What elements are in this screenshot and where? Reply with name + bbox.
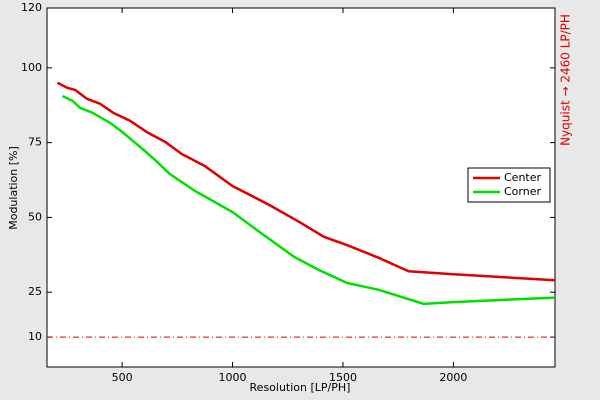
y-axis-label: Modulation [%] (7, 146, 20, 230)
x-tick-label: 1000 (219, 371, 247, 384)
x-tick-label: 1500 (329, 371, 357, 384)
y-tick-label: 120 (21, 1, 42, 14)
y-tick-label: 10 (28, 330, 42, 343)
y-tick-label: 25 (28, 285, 42, 298)
legend-box (467, 167, 551, 203)
legend-label: Center (504, 171, 542, 184)
nyquist-annotation: Nyquist → 2460 LP/PH (559, 14, 573, 146)
y-tick-label: 50 (28, 210, 42, 223)
x-axis-label: Resolution [LP/PH] (250, 381, 351, 394)
x-tick-label: 2000 (439, 371, 467, 384)
data-line (61, 94, 556, 306)
legend-label: Corner (504, 185, 541, 198)
data-line (56, 81, 556, 282)
y-tick-label: 100 (21, 61, 42, 74)
x-tick-label: 500 (112, 371, 133, 384)
y-tick-label: 75 (28, 136, 42, 149)
